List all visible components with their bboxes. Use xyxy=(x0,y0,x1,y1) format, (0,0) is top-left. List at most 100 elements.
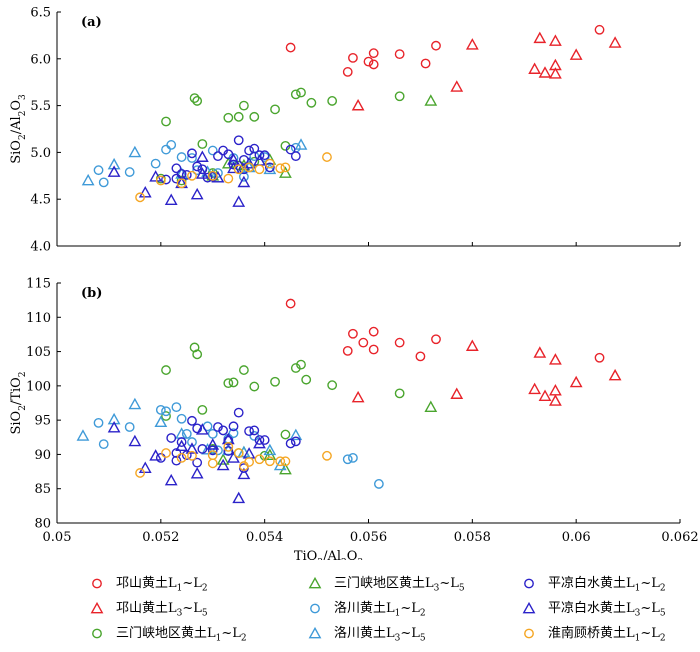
legend-marker-triangle xyxy=(308,626,322,639)
data-point xyxy=(195,150,209,162)
legend-item-smx12: 三门峡地区黄土L1~L2 xyxy=(90,622,247,644)
legend-item-pl35: 平凉白水黄土L3~L5 xyxy=(522,597,666,619)
data-point xyxy=(187,450,197,461)
data-point xyxy=(155,175,166,186)
legend-marker-circle xyxy=(524,578,534,589)
data-point xyxy=(223,112,234,123)
data-point xyxy=(187,153,197,163)
legend-label: 平凉白水黄土L1~L2 xyxy=(548,576,666,594)
x-tick-label: 0.05 xyxy=(43,530,72,545)
panel-a: 4.0 4.5 5.0 5.5 6.0 6.5 (a) SiO2/Al2O3 xyxy=(9,6,681,255)
legend-marker xyxy=(90,601,104,614)
data-point xyxy=(254,164,265,175)
legend-marker xyxy=(524,628,534,639)
legend-label: 邛山黄土L1~L2 xyxy=(116,576,208,594)
legend-marker xyxy=(522,601,536,614)
data-point xyxy=(98,439,109,450)
data-point xyxy=(249,143,260,154)
data-point xyxy=(289,428,303,441)
data-point xyxy=(185,442,199,454)
data-point xyxy=(594,352,605,363)
data-point xyxy=(221,156,235,169)
data-point xyxy=(608,36,622,48)
data-point xyxy=(254,150,265,161)
data-point xyxy=(549,394,562,406)
data-point xyxy=(155,404,166,415)
data-point xyxy=(197,164,208,175)
data-point xyxy=(279,166,292,178)
series-hn12 xyxy=(135,152,332,203)
data-point xyxy=(221,432,235,445)
data-point xyxy=(348,452,358,463)
y-tick-label: 5.0 xyxy=(30,146,51,161)
data-point xyxy=(207,170,218,181)
data-point xyxy=(227,153,240,165)
data-point xyxy=(161,116,171,127)
legend-marker xyxy=(308,626,322,639)
legend-item-qiu12: 邛山黄土L1~L2 xyxy=(90,572,208,594)
y-tick-label: 95 xyxy=(34,414,51,429)
figure: 4.0 4.5 5.0 5.5 6.0 6.5 (a) SiO2/Al2O3 80 85 90 95 1… xyxy=(9,6,699,569)
data-point xyxy=(327,96,338,106)
data-point xyxy=(322,450,332,461)
data-point xyxy=(363,56,374,67)
data-point xyxy=(533,31,547,44)
legend-label: 平凉白水黄土L3~L5 xyxy=(548,601,666,619)
y-tick-label: 6.0 xyxy=(30,52,51,67)
data-point xyxy=(161,406,171,417)
data-point xyxy=(197,404,208,415)
legend-item-smx35: 三门峡地区黄土L3~L5 xyxy=(308,572,465,594)
data-point xyxy=(342,67,353,77)
data-point xyxy=(538,389,552,402)
data-point xyxy=(238,164,249,175)
legend-marker-triangle xyxy=(522,601,536,614)
legend-item-pl12: 平凉白水黄土L1~L2 xyxy=(522,572,666,594)
data-point xyxy=(223,173,234,184)
data-point xyxy=(306,97,317,108)
data-point xyxy=(549,353,562,365)
data-point xyxy=(176,175,187,186)
y-tick-label: 105 xyxy=(26,345,51,360)
data-point xyxy=(218,425,229,436)
data-point xyxy=(227,451,240,463)
data-point xyxy=(189,93,200,104)
data-point xyxy=(76,429,90,441)
data-point xyxy=(195,423,209,435)
data-point xyxy=(161,411,171,421)
data-point xyxy=(176,152,187,162)
data-point xyxy=(394,49,405,60)
data-point xyxy=(264,158,275,169)
data-point xyxy=(187,437,197,447)
y-axis-label: SiO2/TiO2 xyxy=(9,371,28,434)
data-point xyxy=(290,151,301,162)
data-point xyxy=(253,436,266,449)
data-point xyxy=(249,111,260,122)
data-point xyxy=(237,467,251,480)
data-point xyxy=(249,425,260,436)
data-point xyxy=(450,80,464,92)
legend-label: 三门峡地区黄土L1~L2 xyxy=(116,626,247,644)
data-point xyxy=(368,344,379,355)
data-point xyxy=(124,422,135,432)
data-point xyxy=(290,89,301,100)
legend-marker-circle xyxy=(92,628,102,639)
data-point xyxy=(237,175,251,188)
data-point xyxy=(176,178,187,189)
data-point xyxy=(187,415,197,426)
data-point xyxy=(249,156,260,167)
data-point xyxy=(81,173,95,186)
data-point xyxy=(149,449,163,461)
data-point xyxy=(223,149,234,160)
data-point xyxy=(249,381,260,392)
data-point xyxy=(192,96,203,106)
data-point xyxy=(171,402,182,413)
chart-svg: 4.0 4.5 5.0 5.5 6.0 6.5 (a) SiO2/Al2O3 80 85 90 95 1… xyxy=(9,6,699,569)
data-point xyxy=(171,455,182,466)
data-point xyxy=(450,387,464,399)
x-tick-label: 0.062 xyxy=(661,530,698,545)
data-point xyxy=(166,140,177,150)
data-point xyxy=(285,144,296,155)
data-point xyxy=(351,390,365,403)
data-point xyxy=(420,58,431,69)
data-point xyxy=(285,42,296,53)
